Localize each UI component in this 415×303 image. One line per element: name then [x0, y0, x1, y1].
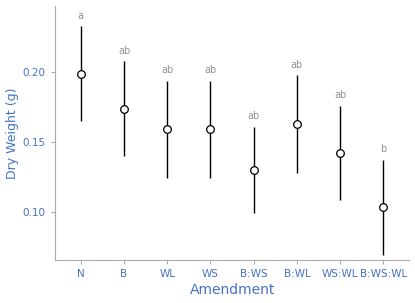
X-axis label: Amendment: Amendment — [189, 283, 275, 298]
Text: ab: ab — [291, 60, 303, 70]
Text: ab: ab — [161, 65, 173, 75]
Text: ab: ab — [118, 46, 130, 56]
Text: b: b — [380, 145, 386, 155]
Text: ab: ab — [248, 111, 260, 121]
Text: ab: ab — [334, 90, 346, 100]
Text: ab: ab — [204, 65, 217, 75]
Text: a: a — [78, 11, 84, 21]
Y-axis label: Dry Weight (g): Dry Weight (g) — [5, 87, 19, 179]
